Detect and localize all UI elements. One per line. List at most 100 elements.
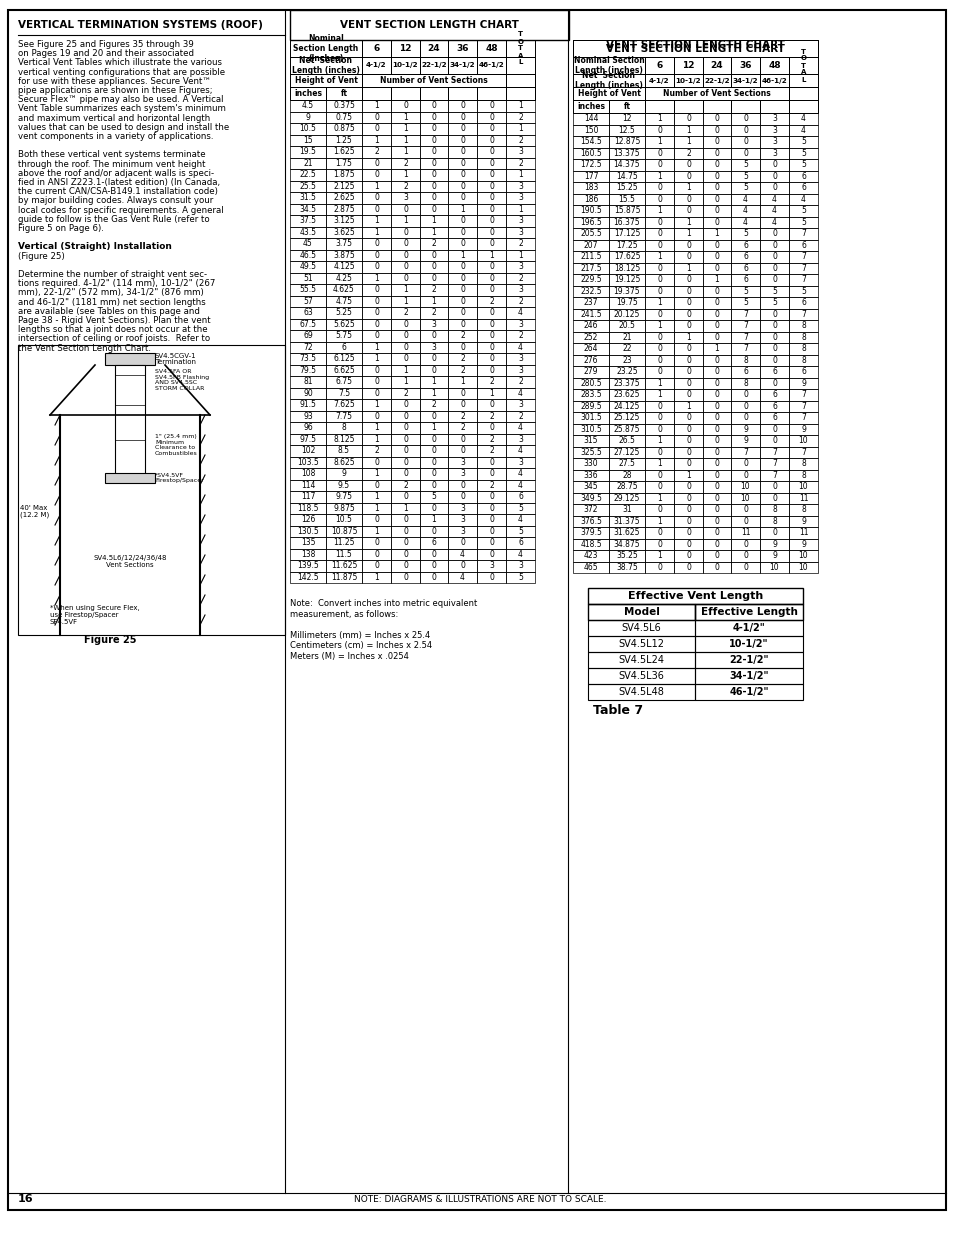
Text: mm), 22-1/2" (572 mm), 34-1/2" (876 mm): mm), 22-1/2" (572 mm), 34-1/2" (876 mm) <box>18 289 204 298</box>
Text: 10.5: 10.5 <box>335 515 352 524</box>
Text: 130.5: 130.5 <box>296 527 318 536</box>
Text: 22-1/2": 22-1/2" <box>728 655 768 664</box>
Text: 10: 10 <box>798 436 807 446</box>
Text: local codes for specific requirements. A general: local codes for specific requirements. A… <box>18 205 223 215</box>
Text: 0: 0 <box>402 240 408 248</box>
Text: 0: 0 <box>771 252 776 262</box>
Text: 0: 0 <box>489 573 494 582</box>
Text: 4: 4 <box>771 206 776 215</box>
Text: 1: 1 <box>374 424 378 432</box>
Text: fied in ANSI Z223.1-(latest edition) (In Canada,: fied in ANSI Z223.1-(latest edition) (In… <box>18 178 220 186</box>
Text: 5: 5 <box>742 172 747 180</box>
Text: 0: 0 <box>489 366 494 374</box>
Text: Figure 5 on Page 6).: Figure 5 on Page 6). <box>18 224 104 233</box>
Text: 0: 0 <box>685 321 690 330</box>
Text: 24: 24 <box>710 61 722 70</box>
Text: 7: 7 <box>801 275 805 284</box>
Text: 6: 6 <box>771 401 776 411</box>
Text: 0: 0 <box>489 285 494 294</box>
Text: 0: 0 <box>489 309 494 317</box>
Text: 2: 2 <box>489 411 494 421</box>
Text: 0: 0 <box>431 469 436 478</box>
Text: 4.5: 4.5 <box>301 101 314 110</box>
Text: 6: 6 <box>431 538 436 547</box>
Text: 20.5: 20.5 <box>618 321 635 330</box>
Text: vertical venting configurations that are possible: vertical venting configurations that are… <box>18 68 225 77</box>
Text: 0: 0 <box>431 331 436 341</box>
Text: 0: 0 <box>489 458 494 467</box>
Text: 1: 1 <box>374 504 378 513</box>
Text: 0: 0 <box>714 551 719 561</box>
Text: 25.875: 25.875 <box>613 425 639 433</box>
Text: 0: 0 <box>402 274 408 283</box>
Text: 1: 1 <box>431 216 436 225</box>
Text: 4.125: 4.125 <box>333 262 355 272</box>
Text: 8.625: 8.625 <box>333 458 355 467</box>
Text: 0: 0 <box>657 401 661 411</box>
Text: 9: 9 <box>801 540 805 548</box>
Text: 6: 6 <box>373 44 379 53</box>
Text: 2: 2 <box>403 389 408 398</box>
Text: 0: 0 <box>489 112 494 122</box>
Text: 2: 2 <box>459 331 464 341</box>
Text: 0: 0 <box>402 538 408 547</box>
Text: 2: 2 <box>459 354 464 363</box>
Text: 4.25: 4.25 <box>335 274 352 283</box>
Text: 0: 0 <box>374 112 378 122</box>
Text: 379.5: 379.5 <box>579 529 601 537</box>
Text: 0: 0 <box>657 425 661 433</box>
Text: 4-1/2": 4-1/2" <box>732 622 764 634</box>
Text: 3: 3 <box>771 126 776 135</box>
Text: 301.5: 301.5 <box>579 414 601 422</box>
Text: 3: 3 <box>517 354 522 363</box>
Text: NOTE: DIAGRAMS & ILLUSTRATIONS ARE NOT TO SCALE.: NOTE: DIAGRAMS & ILLUSTRATIONS ARE NOT T… <box>354 1194 605 1203</box>
Text: 1: 1 <box>403 136 408 144</box>
Text: 8: 8 <box>801 459 805 468</box>
Text: 6.125: 6.125 <box>333 354 355 363</box>
Text: 211.5: 211.5 <box>579 252 601 262</box>
Text: 0: 0 <box>431 182 436 190</box>
Text: 1: 1 <box>685 137 690 146</box>
Text: 15.5: 15.5 <box>618 195 635 204</box>
Text: 0: 0 <box>657 183 661 193</box>
Text: 0: 0 <box>714 505 719 514</box>
Text: 2: 2 <box>403 480 408 490</box>
Text: 46-1/2: 46-1/2 <box>760 78 786 84</box>
Text: 0: 0 <box>714 241 719 249</box>
Text: 0: 0 <box>489 550 494 558</box>
Text: 3: 3 <box>459 458 464 467</box>
Text: 1: 1 <box>431 515 436 524</box>
Text: 0: 0 <box>459 561 464 571</box>
Text: 49.5: 49.5 <box>299 262 316 272</box>
Text: 0: 0 <box>714 126 719 135</box>
Text: 45: 45 <box>303 240 313 248</box>
Text: Page 38 - Rigid Vent Sections). Plan the vent: Page 38 - Rigid Vent Sections). Plan the… <box>18 316 211 325</box>
Text: tions required. 4-1/2" (114 mm), 10-1/2" (267: tions required. 4-1/2" (114 mm), 10-1/2"… <box>18 279 215 288</box>
Text: 10: 10 <box>798 563 807 572</box>
Text: 114: 114 <box>300 480 314 490</box>
Text: 8: 8 <box>771 505 776 514</box>
Text: 0: 0 <box>459 343 464 352</box>
Text: 0: 0 <box>657 482 661 492</box>
Text: 2: 2 <box>459 411 464 421</box>
Text: 0: 0 <box>402 435 408 443</box>
Text: 0: 0 <box>489 515 494 524</box>
Text: inches: inches <box>577 103 604 111</box>
Text: inches: inches <box>294 89 322 98</box>
Text: 1: 1 <box>403 285 408 294</box>
Text: 6: 6 <box>742 367 747 377</box>
Text: 1: 1 <box>685 401 690 411</box>
Text: 0: 0 <box>657 275 661 284</box>
Text: 0: 0 <box>685 345 690 353</box>
Text: Table 7: Table 7 <box>593 704 642 716</box>
Text: 0: 0 <box>489 493 494 501</box>
Text: 9: 9 <box>305 112 310 122</box>
Text: 0: 0 <box>657 529 661 537</box>
Text: 19.125: 19.125 <box>613 275 639 284</box>
Text: 315: 315 <box>583 436 598 446</box>
Text: 0: 0 <box>685 494 690 503</box>
Text: 0: 0 <box>459 170 464 179</box>
Text: 0: 0 <box>771 482 776 492</box>
Text: 48: 48 <box>485 44 497 53</box>
Text: 0: 0 <box>771 529 776 537</box>
